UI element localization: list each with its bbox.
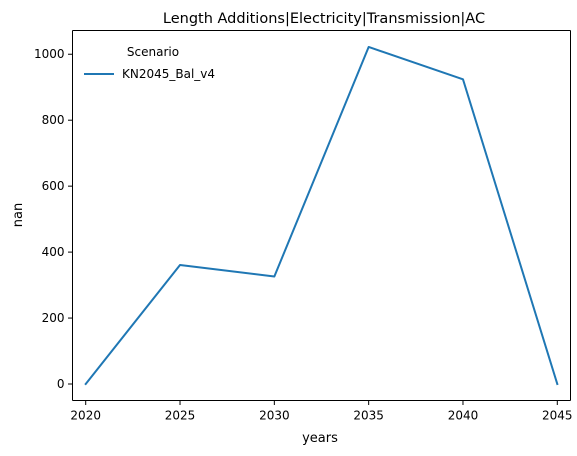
plot-area [72,30,571,401]
legend-title: Scenario [127,45,179,59]
x-axis-ticks: 2020 2025 2030 2035 2040 2045 [70,400,573,423]
x-tick-label-2025: 2025 [165,409,196,423]
y-tick-label-0: 0 [57,377,65,391]
y-axis-ticks: 0 200 400 600 800 1000 [34,47,73,391]
legend-label-kn2045-bal-v4: KN2045_Bal_v4 [122,67,215,81]
x-tick-label-2030: 2030 [259,409,290,423]
x-tick-label-2035: 2035 [353,409,384,423]
y-tick-label-800: 800 [42,113,65,127]
legend: Scenario KN2045_Bal_v4 [84,45,215,81]
chart-title: Length Additions|Electricity|Transmissio… [163,11,485,27]
y-tick-label-1000: 1000 [34,47,65,61]
y-tick-label-200: 200 [42,311,65,325]
x-tick-label-2020: 2020 [70,409,101,423]
x-axis-label: years [302,431,338,446]
y-axis-label: nan [11,203,26,227]
series-line-kn2045-bal-v4 [84,45,559,386]
x-tick-label-2045: 2045 [542,409,573,423]
x-tick-label-2040: 2040 [448,409,479,423]
y-tick-label-600: 600 [42,179,65,193]
series-layer [84,45,559,386]
y-tick-label-400: 400 [42,245,65,259]
